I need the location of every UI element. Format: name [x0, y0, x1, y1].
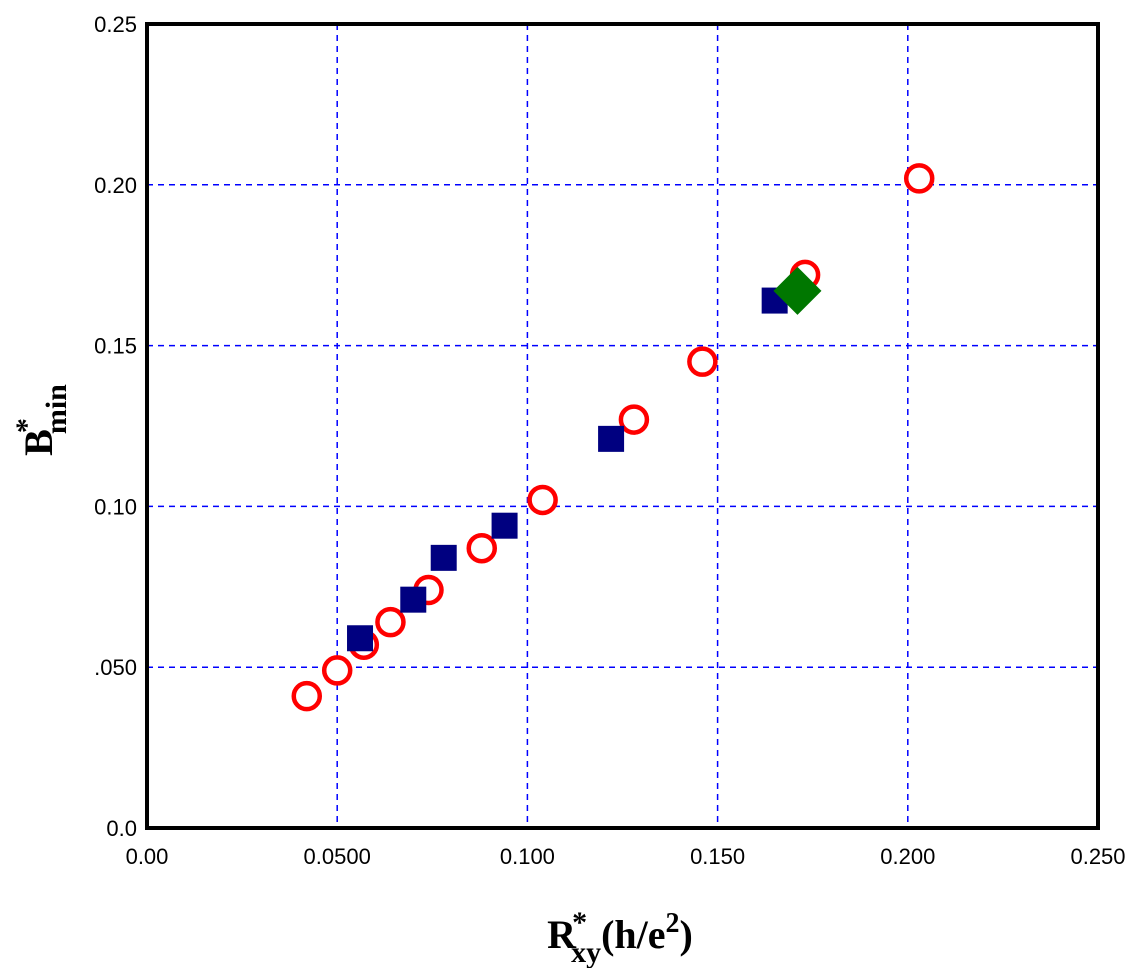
square-point — [430, 544, 457, 571]
y-tick-label: 0.0 — [106, 816, 137, 841]
x-tick-label: 0.00 — [126, 844, 169, 869]
x-tick-label: 0.150 — [690, 844, 745, 869]
y-tick-label: .050 — [94, 655, 137, 680]
y-tick-label: 0.25 — [94, 12, 137, 37]
x-tick-label: 0.250 — [1070, 844, 1125, 869]
circle-point — [375, 606, 406, 638]
square-point — [491, 512, 518, 539]
y-axis-title: B*min — [10, 384, 73, 456]
circle-point — [466, 532, 498, 564]
circle-point — [687, 346, 718, 377]
x-tick-label: 0.100 — [500, 844, 555, 869]
circle-point — [291, 680, 323, 712]
y-tick-label: 0.15 — [94, 334, 137, 359]
square-point — [347, 625, 374, 652]
y-tick-label: 0.20 — [94, 173, 137, 198]
x-tick-label: 0.200 — [880, 844, 935, 869]
circle-point — [903, 163, 935, 194]
plot-frame — [145, 22, 1100, 830]
x-axis-title: R* xy(h/e2) — [547, 906, 693, 968]
tick-labels: 0.00 0.0500 0.100 0.150 0.200 0.250 0.0 .050 0.1… — [94, 12, 1125, 869]
circle-point — [527, 484, 558, 516]
diamond-point — [773, 266, 822, 315]
x-tick-label: 0.0500 — [304, 844, 371, 869]
data-points — [291, 163, 935, 712]
square-point — [400, 586, 427, 613]
y-tick-label: 0.10 — [94, 494, 137, 519]
circle-point — [321, 655, 353, 686]
grid — [147, 24, 1098, 828]
circle-point — [618, 404, 650, 435]
square-point — [598, 425, 625, 452]
